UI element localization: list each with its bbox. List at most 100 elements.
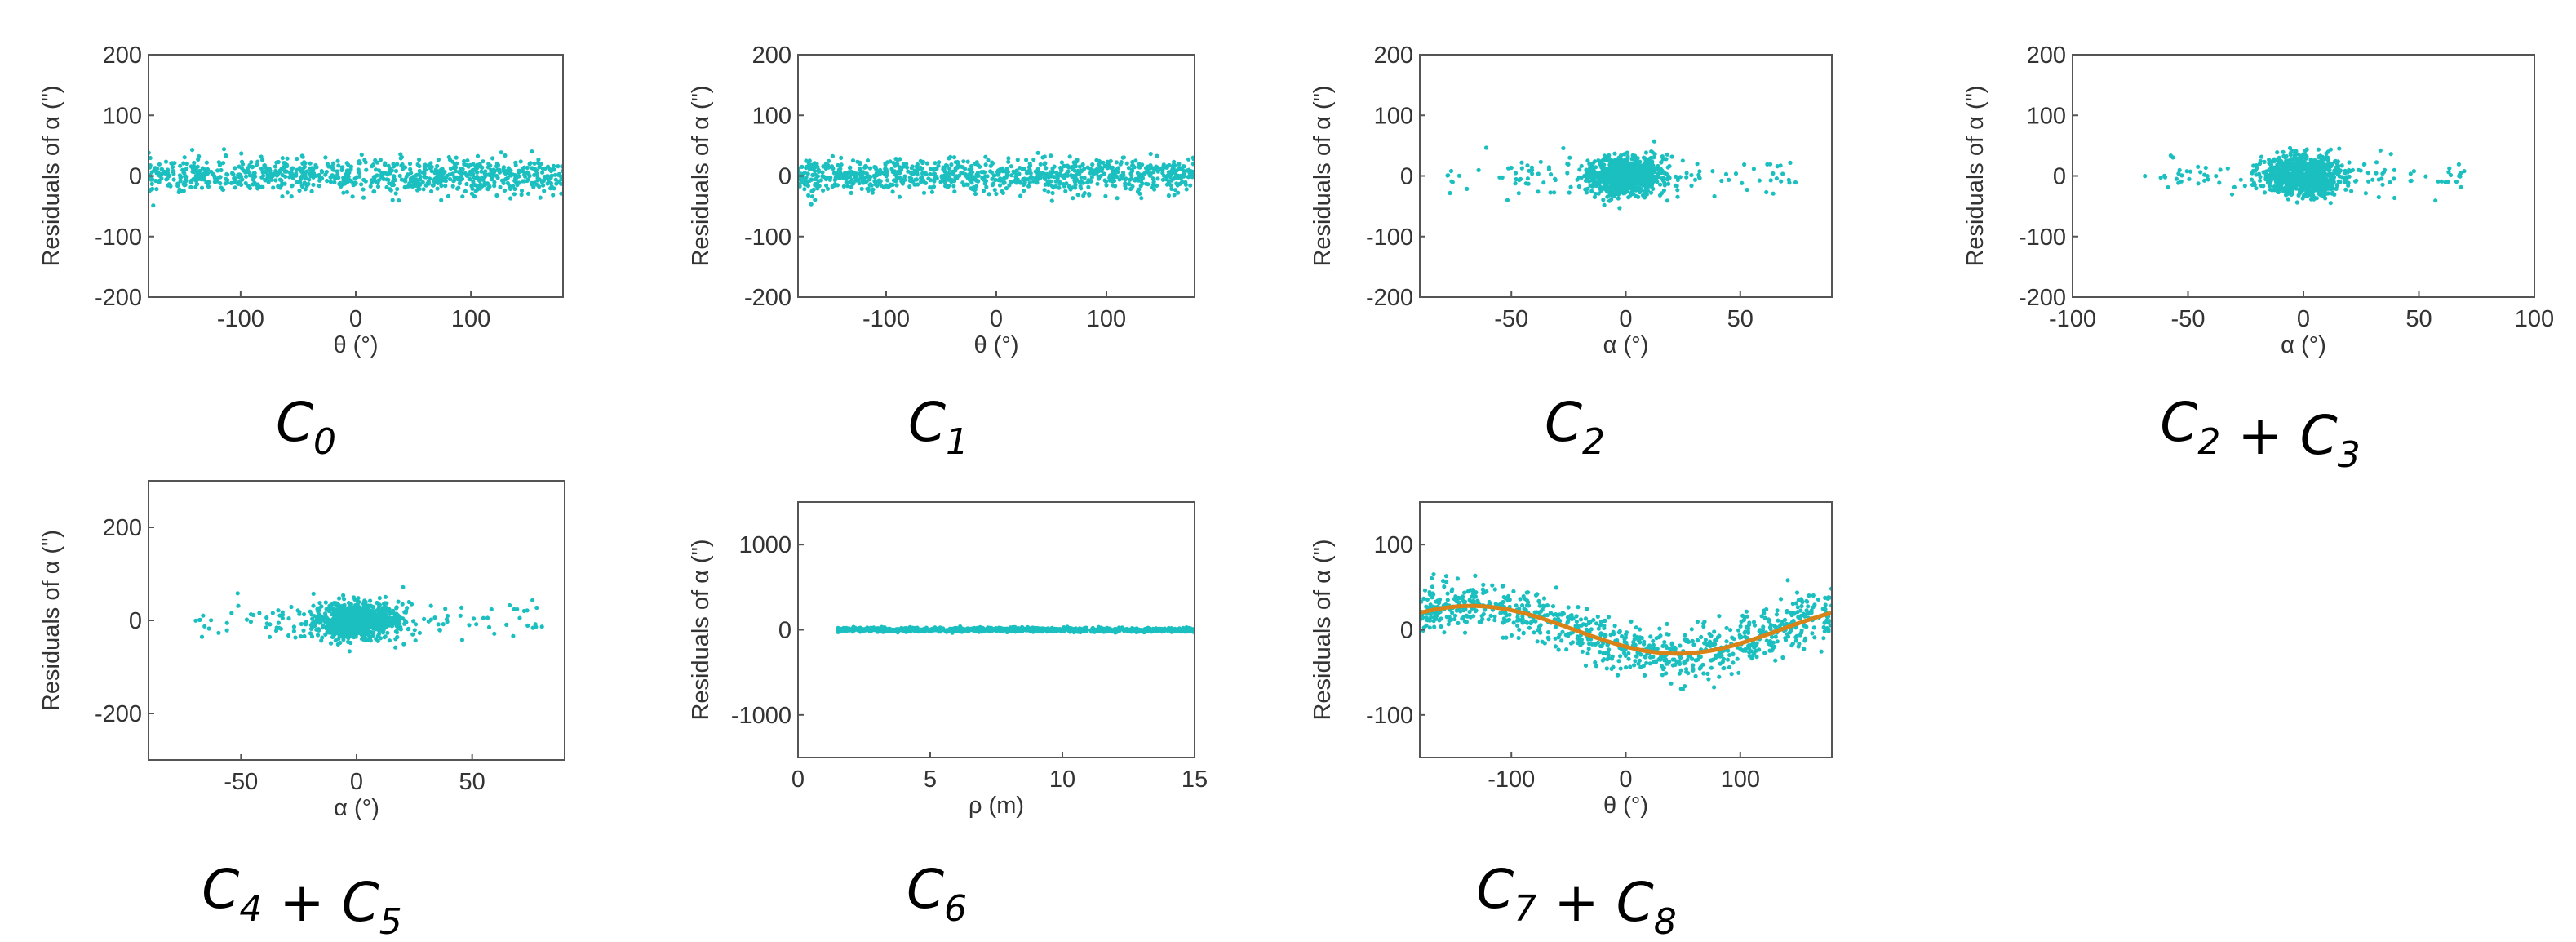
data-point xyxy=(902,174,907,179)
data-point xyxy=(1155,153,1159,158)
data-point xyxy=(2365,171,2370,176)
x-tick-label: 0 xyxy=(2297,306,2310,332)
data-point xyxy=(291,629,296,633)
data-point xyxy=(937,160,942,165)
data-point xyxy=(1629,172,1634,177)
data-point xyxy=(184,167,189,171)
data-point xyxy=(2326,179,2331,184)
data-point xyxy=(825,186,831,191)
data-point xyxy=(486,162,491,167)
data-point xyxy=(361,195,366,200)
data-point xyxy=(1768,178,1773,183)
data-point xyxy=(1077,164,1082,169)
data-point xyxy=(556,164,561,169)
data-point xyxy=(1182,174,1186,179)
data-point xyxy=(383,594,388,599)
data-point xyxy=(352,629,357,633)
data-point xyxy=(347,605,352,610)
data-point xyxy=(410,632,415,637)
x-tick-label: 0 xyxy=(350,769,363,795)
data-point xyxy=(862,165,867,170)
data-point xyxy=(328,602,333,607)
data-point xyxy=(1112,173,1117,178)
data-point xyxy=(335,169,339,174)
data-point xyxy=(1024,158,1029,162)
data-point xyxy=(912,182,917,187)
data-point xyxy=(873,180,878,184)
data-point xyxy=(1476,167,1481,172)
data-point xyxy=(1649,184,1654,189)
data-point xyxy=(293,635,298,640)
data-point xyxy=(237,164,242,169)
data-point xyxy=(980,176,985,180)
data-point xyxy=(951,155,957,160)
data-point xyxy=(1553,176,1558,181)
data-point xyxy=(285,156,290,161)
data-point xyxy=(1641,167,1646,172)
data-point xyxy=(2310,182,2315,187)
data-point xyxy=(2346,180,2351,185)
data-point xyxy=(921,179,926,184)
data-point xyxy=(321,625,326,630)
data-point xyxy=(1608,178,1613,183)
data-point xyxy=(815,186,820,191)
data-point xyxy=(1188,183,1193,188)
data-point xyxy=(458,613,463,618)
data-point xyxy=(1098,174,1103,179)
data-point xyxy=(360,615,365,620)
data-point xyxy=(220,187,225,192)
data-point xyxy=(1788,160,1793,165)
data-point xyxy=(436,158,441,162)
data-point xyxy=(318,620,323,625)
data-point xyxy=(2411,169,2416,174)
data-point xyxy=(517,170,521,175)
data-point xyxy=(1103,193,1108,198)
data-point xyxy=(348,164,353,169)
data-point xyxy=(1622,163,1627,168)
data-point xyxy=(836,163,840,168)
data-point xyxy=(377,596,382,601)
data-point xyxy=(1044,166,1049,171)
data-point xyxy=(287,175,292,180)
data-point xyxy=(347,632,352,637)
data-point xyxy=(1617,181,1623,186)
data-point xyxy=(2268,163,2274,168)
data-point xyxy=(2370,177,2375,182)
data-point xyxy=(282,165,286,170)
data-point xyxy=(1154,164,1159,169)
data-point xyxy=(323,600,328,605)
data-point xyxy=(1006,159,1011,164)
data-point xyxy=(898,167,902,172)
data-point xyxy=(553,172,558,177)
data-point xyxy=(1067,154,1072,159)
data-point xyxy=(1066,169,1071,174)
data-point xyxy=(2347,160,2352,165)
data-point xyxy=(2374,160,2379,165)
data-point xyxy=(2335,183,2340,188)
data-point xyxy=(1164,165,1169,170)
data-point xyxy=(317,601,322,606)
data-point xyxy=(206,167,211,172)
data-point xyxy=(481,159,485,164)
data-point xyxy=(511,633,516,638)
data-point xyxy=(1638,189,1643,193)
data-point xyxy=(2263,177,2268,182)
data-point xyxy=(1107,174,1113,179)
data-point xyxy=(942,180,947,184)
data-point xyxy=(149,177,153,182)
data-point xyxy=(361,629,366,634)
data-point xyxy=(848,166,853,171)
data-point xyxy=(373,620,378,625)
data-point xyxy=(175,184,180,189)
data-point xyxy=(1100,167,1105,171)
data-point xyxy=(302,160,307,165)
data-point xyxy=(1719,178,1724,184)
data-point xyxy=(2462,169,2467,174)
data-point xyxy=(968,171,973,176)
data-point xyxy=(1659,167,1664,171)
data-point xyxy=(800,176,805,180)
data-point xyxy=(335,172,340,177)
data-point xyxy=(1448,190,1452,196)
data-point xyxy=(1519,160,1524,165)
data-point xyxy=(280,194,285,199)
